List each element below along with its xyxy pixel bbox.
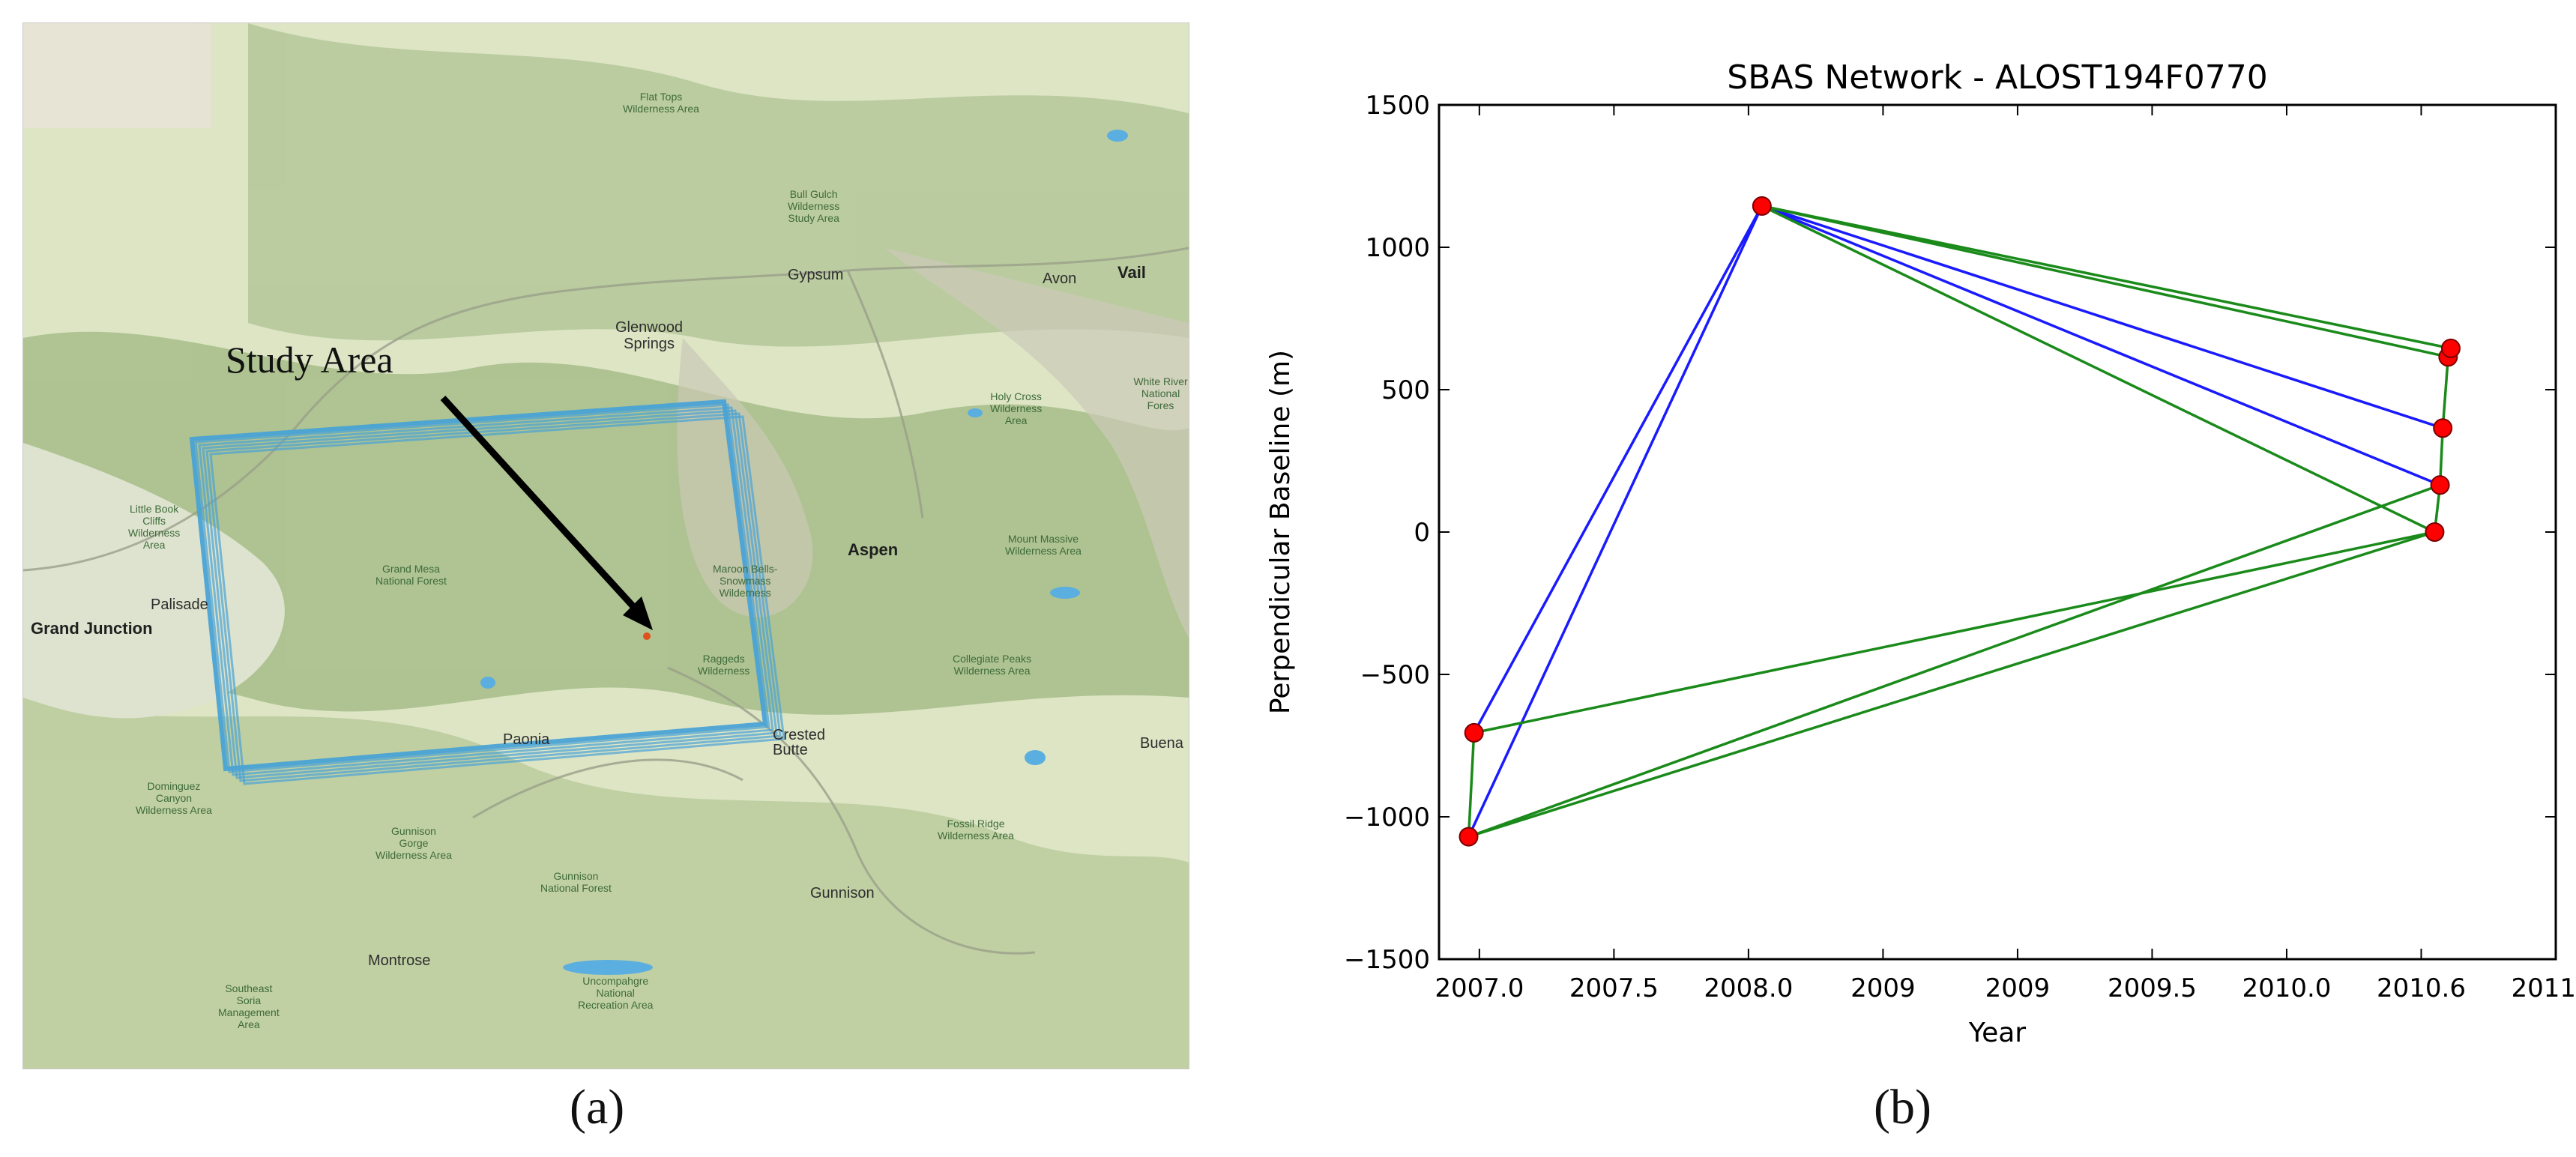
label-aspen: Aspen <box>848 540 899 559</box>
study-area-annotation: Study Area <box>226 339 393 381</box>
plot-frame <box>1438 103 2557 961</box>
sar-footprint <box>202 409 778 779</box>
sar-footprint <box>194 403 770 773</box>
label-holy-cross: Holy Cross Wilderness Area <box>990 390 1043 426</box>
label-maroon-bells: Maroon Bells- Snowmass Wilderness <box>713 563 778 599</box>
label-vail: Vail <box>1117 263 1146 282</box>
acquisition-point <box>2440 338 2461 358</box>
acquisition-point <box>1459 827 1479 847</box>
y-tick-label: 0 <box>1414 518 1430 548</box>
label-flat-tops: Flat Tops Wilderness Area <box>623 91 699 115</box>
acquisition-point <box>2425 522 2445 542</box>
sar-footprint <box>209 415 785 785</box>
chart-svg: SBAS Network - ALOST194F0770 Perpendicul… <box>1265 58 2576 1048</box>
network-pair-line <box>1761 205 2443 429</box>
acquisition-point <box>1464 722 1484 743</box>
x-ticks: 2007.0 2007.5 2008.0 2009 2009 2009.5 2010.0 20… <box>1435 105 2576 1003</box>
caption-b: (b) <box>1874 1080 1931 1135</box>
y-tick-label: −1000 <box>1344 803 1430 833</box>
sar-footprint <box>205 412 782 782</box>
y-ticks: −1500 −1000 −500 0 500 1000 1500 <box>1344 91 2556 975</box>
x-tick-label: 2007.0 <box>1435 973 1524 1003</box>
network-pair-line <box>1468 483 2441 839</box>
y-tick-label: 500 <box>1381 375 1430 405</box>
x-tick-label: 2009 <box>1985 973 2051 1003</box>
label-glenwood-springs: Glenwood Springs <box>615 319 684 352</box>
sar-footprints <box>189 399 785 785</box>
sar-footprint <box>198 406 774 776</box>
study-area-arrow <box>440 395 653 630</box>
label-palisade: Palisade <box>151 596 208 613</box>
y-tick-label: 1500 <box>1365 91 1430 121</box>
label-white-river: White River National Fores <box>1133 375 1188 411</box>
network-pair-line <box>1467 732 1476 837</box>
label-mount-massive: Mount Massive Wilderness Area <box>1005 533 1082 557</box>
label-collegiate-peaks: Collegiate Peaks Wilderness Area <box>953 653 1032 677</box>
acquisition-point <box>2430 475 2450 495</box>
label-bull-gulch: Bull Gulch Wilderness Study Area <box>788 188 840 224</box>
network-pair-line <box>1761 205 2441 486</box>
label-gunnison-gorge: Gunnison Gorge Wilderness Area <box>375 825 452 861</box>
network-pairs <box>1467 205 2452 839</box>
label-montrose: Montrose <box>368 952 431 969</box>
label-gypsum: Gypsum <box>788 267 844 283</box>
label-avon: Avon <box>1043 271 1077 287</box>
network-pair-line <box>1761 205 2436 534</box>
study-target-dot <box>643 632 651 640</box>
label-gunnison-nf: Gunnison National Forest <box>540 870 612 894</box>
y-tick-label: −1500 <box>1344 945 1430 975</box>
label-buena: Buena <box>1140 735 1183 752</box>
y-tick-label: 1000 <box>1365 233 1430 263</box>
label-fossil-ridge: Fossil Ridge Wilderness Area <box>938 818 1014 842</box>
network-pair-line <box>1468 531 2435 839</box>
acquisition-points <box>1459 196 2461 847</box>
x-tick-label: 2007.5 <box>1569 973 1659 1003</box>
label-little-book-cliffs: Little Book Cliffs Wilderness Area <box>128 503 181 551</box>
sbas-network-chart: SBAS Network - ALOST194F0770 Perpendicul… <box>1229 0 2576 1064</box>
label-raggeds: Raggeds Wilderness <box>698 653 750 677</box>
x-tick-label: 2009 <box>1850 973 1916 1003</box>
label-crested-butte: Crested Butte <box>773 727 826 758</box>
caption-a: (a) <box>570 1080 625 1135</box>
sar-footprint <box>189 399 768 772</box>
acquisition-point <box>1752 196 1772 216</box>
x-tick-label: 2008.0 <box>1704 973 1793 1003</box>
x-tick-label: 2010.6 <box>2377 973 2466 1003</box>
label-gunnison: Gunnison <box>810 885 875 901</box>
x-tick-label: 2009.5 <box>2108 973 2197 1003</box>
x-axis-label: Year <box>1968 1018 2026 1048</box>
network-pair-line <box>1473 205 1764 734</box>
lakes <box>480 130 1128 975</box>
network-pair-line <box>2441 357 2450 429</box>
x-tick-label: 2011.0 <box>2512 973 2576 1003</box>
y-tick-label: −500 <box>1360 660 1430 690</box>
x-tick-label: 2010.0 <box>2242 973 2331 1003</box>
label-uncompahgre: Uncompahgre National Recreation Area <box>578 975 654 1011</box>
network-pair-line <box>1761 205 2449 359</box>
acquisition-point <box>2433 418 2453 438</box>
label-dominguez: Dominguez Canyon Wilderness Area <box>136 780 212 816</box>
chart-title: SBAS Network - ALOST194F0770 <box>1727 58 2267 97</box>
label-southeast-soria: Southeast Soria Management Area <box>218 982 280 1030</box>
map-graphics <box>23 23 1189 1069</box>
network-pair-line <box>1473 531 2435 734</box>
roads <box>23 247 1189 955</box>
label-grand-junction: Grand Junction <box>31 619 153 638</box>
network-pair-line <box>1761 205 2452 350</box>
y-axis-label: Perpendicular Baseline (m) <box>1265 350 1296 714</box>
label-paonia: Paonia <box>503 731 550 748</box>
label-grand-mesa: Grand Mesa National Forest <box>375 563 447 587</box>
network-pair-line <box>1467 205 1764 838</box>
study-area-map: Study Area Grand Junction Aspen Paonia C… <box>22 22 1189 1069</box>
